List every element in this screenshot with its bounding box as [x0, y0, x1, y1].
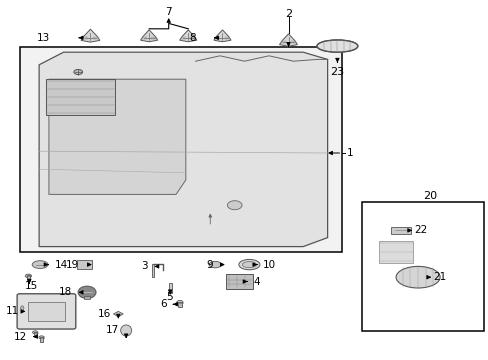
- Text: 9: 9: [205, 260, 212, 270]
- Text: 16: 16: [98, 309, 111, 319]
- Text: 21: 21: [433, 272, 446, 282]
- Bar: [84, 296, 90, 299]
- Ellipse shape: [208, 261, 221, 268]
- Bar: [390, 227, 410, 234]
- Text: 12: 12: [14, 332, 27, 342]
- Ellipse shape: [238, 260, 260, 270]
- Text: 7: 7: [165, 6, 172, 17]
- Text: 3: 3: [141, 261, 148, 271]
- Bar: [46, 79, 115, 115]
- Text: 19: 19: [66, 260, 79, 270]
- Text: 4: 4: [253, 276, 260, 287]
- Text: 23: 23: [330, 67, 344, 77]
- Bar: [26, 275, 30, 281]
- Text: 18: 18: [59, 287, 72, 297]
- Bar: [151, 264, 154, 276]
- Bar: [178, 302, 182, 307]
- Bar: [27, 302, 65, 321]
- Text: 2: 2: [285, 9, 291, 19]
- Ellipse shape: [227, 201, 242, 210]
- FancyBboxPatch shape: [17, 294, 76, 329]
- Ellipse shape: [25, 274, 31, 278]
- Text: 5: 5: [166, 292, 173, 302]
- Polygon shape: [279, 34, 297, 46]
- Text: 11: 11: [5, 306, 19, 316]
- Bar: [168, 283, 171, 293]
- Polygon shape: [213, 30, 231, 42]
- Ellipse shape: [33, 331, 38, 334]
- Polygon shape: [140, 30, 158, 42]
- Text: 17: 17: [106, 325, 119, 336]
- Bar: [40, 337, 43, 342]
- Text: 22: 22: [414, 225, 427, 235]
- Text: 10: 10: [263, 260, 276, 270]
- Bar: [361, 202, 483, 331]
- Ellipse shape: [74, 69, 82, 75]
- Ellipse shape: [395, 266, 439, 288]
- Text: 15: 15: [24, 281, 38, 291]
- Polygon shape: [179, 30, 197, 42]
- Ellipse shape: [242, 262, 256, 267]
- Ellipse shape: [32, 261, 48, 269]
- Ellipse shape: [177, 300, 183, 304]
- Polygon shape: [39, 52, 327, 247]
- Ellipse shape: [20, 306, 24, 311]
- Bar: [34, 332, 37, 337]
- Text: 14: 14: [55, 260, 68, 270]
- Polygon shape: [49, 79, 185, 194]
- Text: 20: 20: [423, 191, 436, 201]
- Ellipse shape: [121, 325, 131, 336]
- Bar: [77, 260, 92, 269]
- Text: 13: 13: [37, 33, 50, 43]
- Polygon shape: [81, 29, 100, 42]
- Text: 6: 6: [160, 299, 167, 309]
- Bar: [378, 241, 412, 263]
- Polygon shape: [113, 311, 123, 317]
- Bar: [225, 274, 253, 289]
- Bar: [20, 47, 342, 252]
- Ellipse shape: [78, 286, 96, 298]
- Text: 1: 1: [346, 148, 353, 158]
- Ellipse shape: [39, 336, 44, 339]
- Text: 8: 8: [188, 33, 195, 43]
- Ellipse shape: [316, 40, 357, 52]
